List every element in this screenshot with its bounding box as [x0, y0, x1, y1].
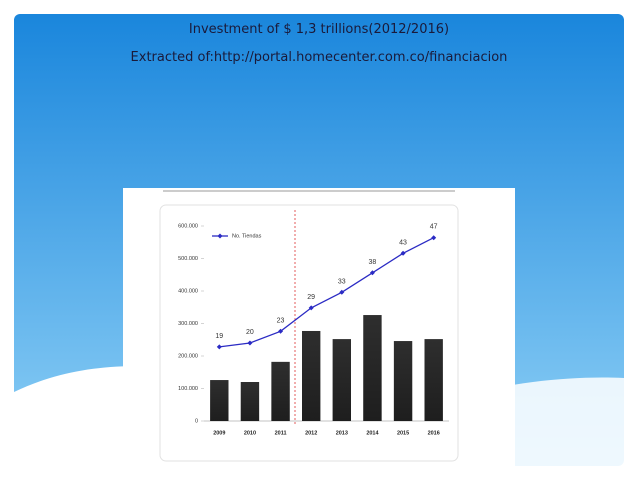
marker — [369, 270, 375, 276]
marker — [247, 340, 253, 346]
data-label: 29 — [307, 294, 315, 301]
bar-shade — [302, 330, 321, 421]
y-tick-label: 500.000 — [178, 256, 198, 262]
legend-marker — [217, 233, 223, 239]
bar-shade — [393, 341, 413, 421]
marker — [216, 344, 222, 350]
line — [219, 237, 434, 348]
bar-shade — [363, 315, 382, 421]
marker — [278, 328, 284, 334]
bar-shade — [271, 361, 290, 421]
x-tick-label: 2013 — [336, 430, 348, 436]
data-label: 47 — [430, 224, 438, 231]
x-tick-label: 2015 — [397, 430, 409, 436]
x-tick-label: 2014 — [366, 430, 379, 436]
bar-shade — [332, 339, 351, 421]
legend-label: No. Tiendas — [232, 233, 262, 239]
data-label: 43 — [399, 239, 407, 246]
data-label: 33 — [338, 278, 346, 285]
data-label: 23 — [277, 317, 285, 324]
bar-shade — [240, 382, 260, 421]
y-tick-label: 400.000 — [178, 288, 198, 294]
marker — [339, 289, 345, 295]
x-tick-label: 2016 — [428, 430, 440, 436]
y-tick-label: 0 — [195, 418, 198, 424]
x-tick-label: 2010 — [244, 430, 256, 436]
marker — [308, 305, 314, 311]
data-label: 19 — [215, 333, 223, 340]
slide-title: Investment of $ 1,3 trillions(2012/2016) — [189, 22, 449, 37]
slide-subtitle: Extracted of:http://portal.homecenter.co… — [131, 50, 508, 65]
y-tick-label: 200.000 — [178, 353, 198, 359]
bar-shade — [210, 380, 229, 421]
marker — [400, 250, 406, 256]
x-tick-label: 2011 — [275, 430, 287, 436]
data-label: 38 — [369, 259, 377, 266]
bar-shade — [424, 339, 443, 421]
x-tick-label: 2009 — [213, 430, 225, 436]
chart: 0 100.000 200.000 300.000 400.000 500.000 600.… — [178, 223, 449, 436]
y-tick-label: 100.000 — [178, 386, 198, 392]
data-label: 20 — [246, 329, 254, 336]
marker — [431, 235, 437, 241]
y-tick-label: 300.000 — [178, 321, 198, 327]
y-tick-label: 600.000 — [178, 223, 198, 229]
x-tick-label: 2012 — [305, 430, 317, 436]
